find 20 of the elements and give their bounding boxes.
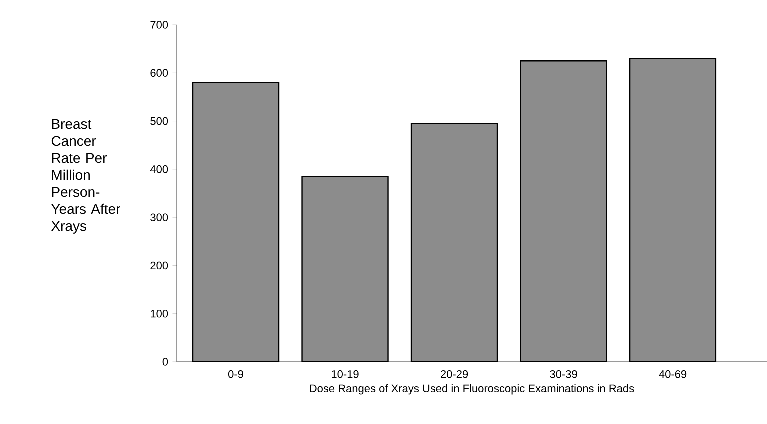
x-axis-title: Dose Ranges of Xrays Used in Fluoroscopic Examinations in Rads [310,384,634,395]
x-tick-label: 20-29 [441,370,468,378]
y-tick-label: 300 [150,214,168,222]
y-axis-title: Breast Cancer Rate Per Million Person-Years After Xrays [52,119,120,234]
bar [410,123,498,362]
y-tick-label: 100 [151,310,168,318]
y-tick-label: 600 [150,69,168,78]
y-tick-label: 700 [150,21,168,29]
bar [629,58,717,362]
bar [192,82,280,362]
x-tick-label: 0-9 [228,370,244,378]
y-tick-label: 400 [150,166,168,174]
bar [302,176,389,362]
x-tick-label: 10-19 [332,370,359,378]
y-tick-label: 500 [150,117,168,126]
x-tick-label: 40-69 [659,370,687,378]
y-tick-label: 0 [162,358,168,366]
x-tick-label: 30-39 [550,370,578,378]
bar [520,60,608,362]
y-tick-label: 200 [150,262,168,270]
